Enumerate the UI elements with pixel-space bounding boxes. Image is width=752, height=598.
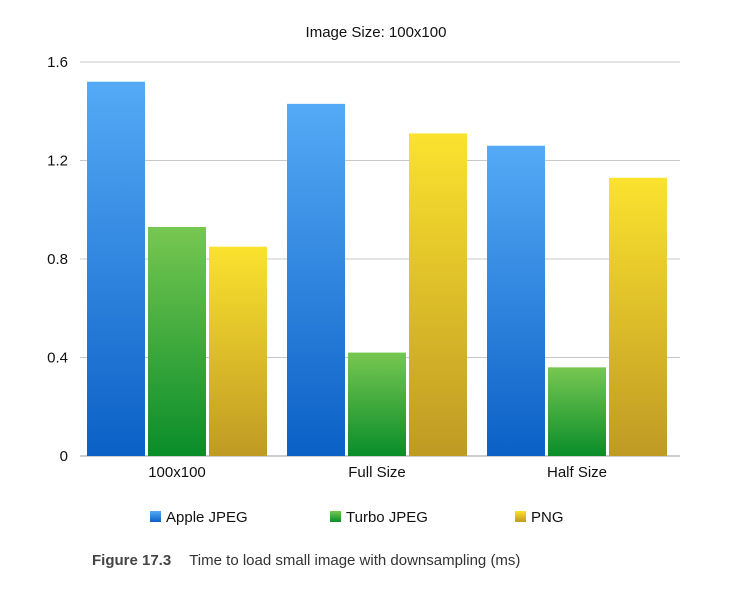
legend-swatch-turbo-jpeg: [330, 511, 341, 522]
bar-apple-jpeg-100x100: [87, 81, 145, 456]
figure-caption: Figure 17.3 Time to load small image with…: [92, 552, 520, 569]
x-category-label: 100x100: [148, 464, 206, 481]
y-tick-label: 0.4: [47, 350, 68, 367]
legend: Apple JPEG Turbo JPEG PNG: [150, 509, 564, 526]
legend-label-apple-jpeg: Apple JPEG: [166, 509, 248, 526]
bar-png-half-size: [609, 177, 667, 457]
legend-label-png: PNG: [531, 509, 564, 526]
bars: [87, 81, 667, 457]
bar-png-full-size: [409, 133, 467, 456]
figure-caption-text: Time to load small image with downsampli…: [189, 552, 521, 569]
legend-swatch-png: [515, 511, 526, 522]
y-tick-label: 0: [60, 448, 68, 465]
bar-turbo-jpeg-100x100: [148, 226, 206, 456]
x-category-label: Full Size: [348, 464, 406, 481]
bar-apple-jpeg-half-size: [487, 145, 545, 456]
bar-turbo-jpeg-half-size: [548, 367, 606, 456]
bar-apple-jpeg-full-size: [287, 103, 345, 457]
y-axis-ticks: 0 0.4 0.8 1.2 1.6: [47, 54, 68, 465]
figure-number: Figure 17.3: [92, 552, 172, 569]
y-tick-label: 0.8: [47, 251, 68, 268]
legend-swatch-apple-jpeg: [150, 511, 161, 522]
y-tick-label: 1.6: [47, 54, 68, 71]
bar-png-100x100: [209, 246, 267, 456]
y-tick-label: 1.2: [47, 153, 68, 170]
chart-title: Image Size: 100x100: [306, 24, 447, 41]
x-category-label: Half Size: [547, 464, 607, 481]
x-axis-categories: 100x100 Full Size Half Size: [148, 464, 607, 481]
legend-label-turbo-jpeg: Turbo JPEG: [346, 509, 428, 526]
bar-turbo-jpeg-full-size: [348, 352, 406, 456]
